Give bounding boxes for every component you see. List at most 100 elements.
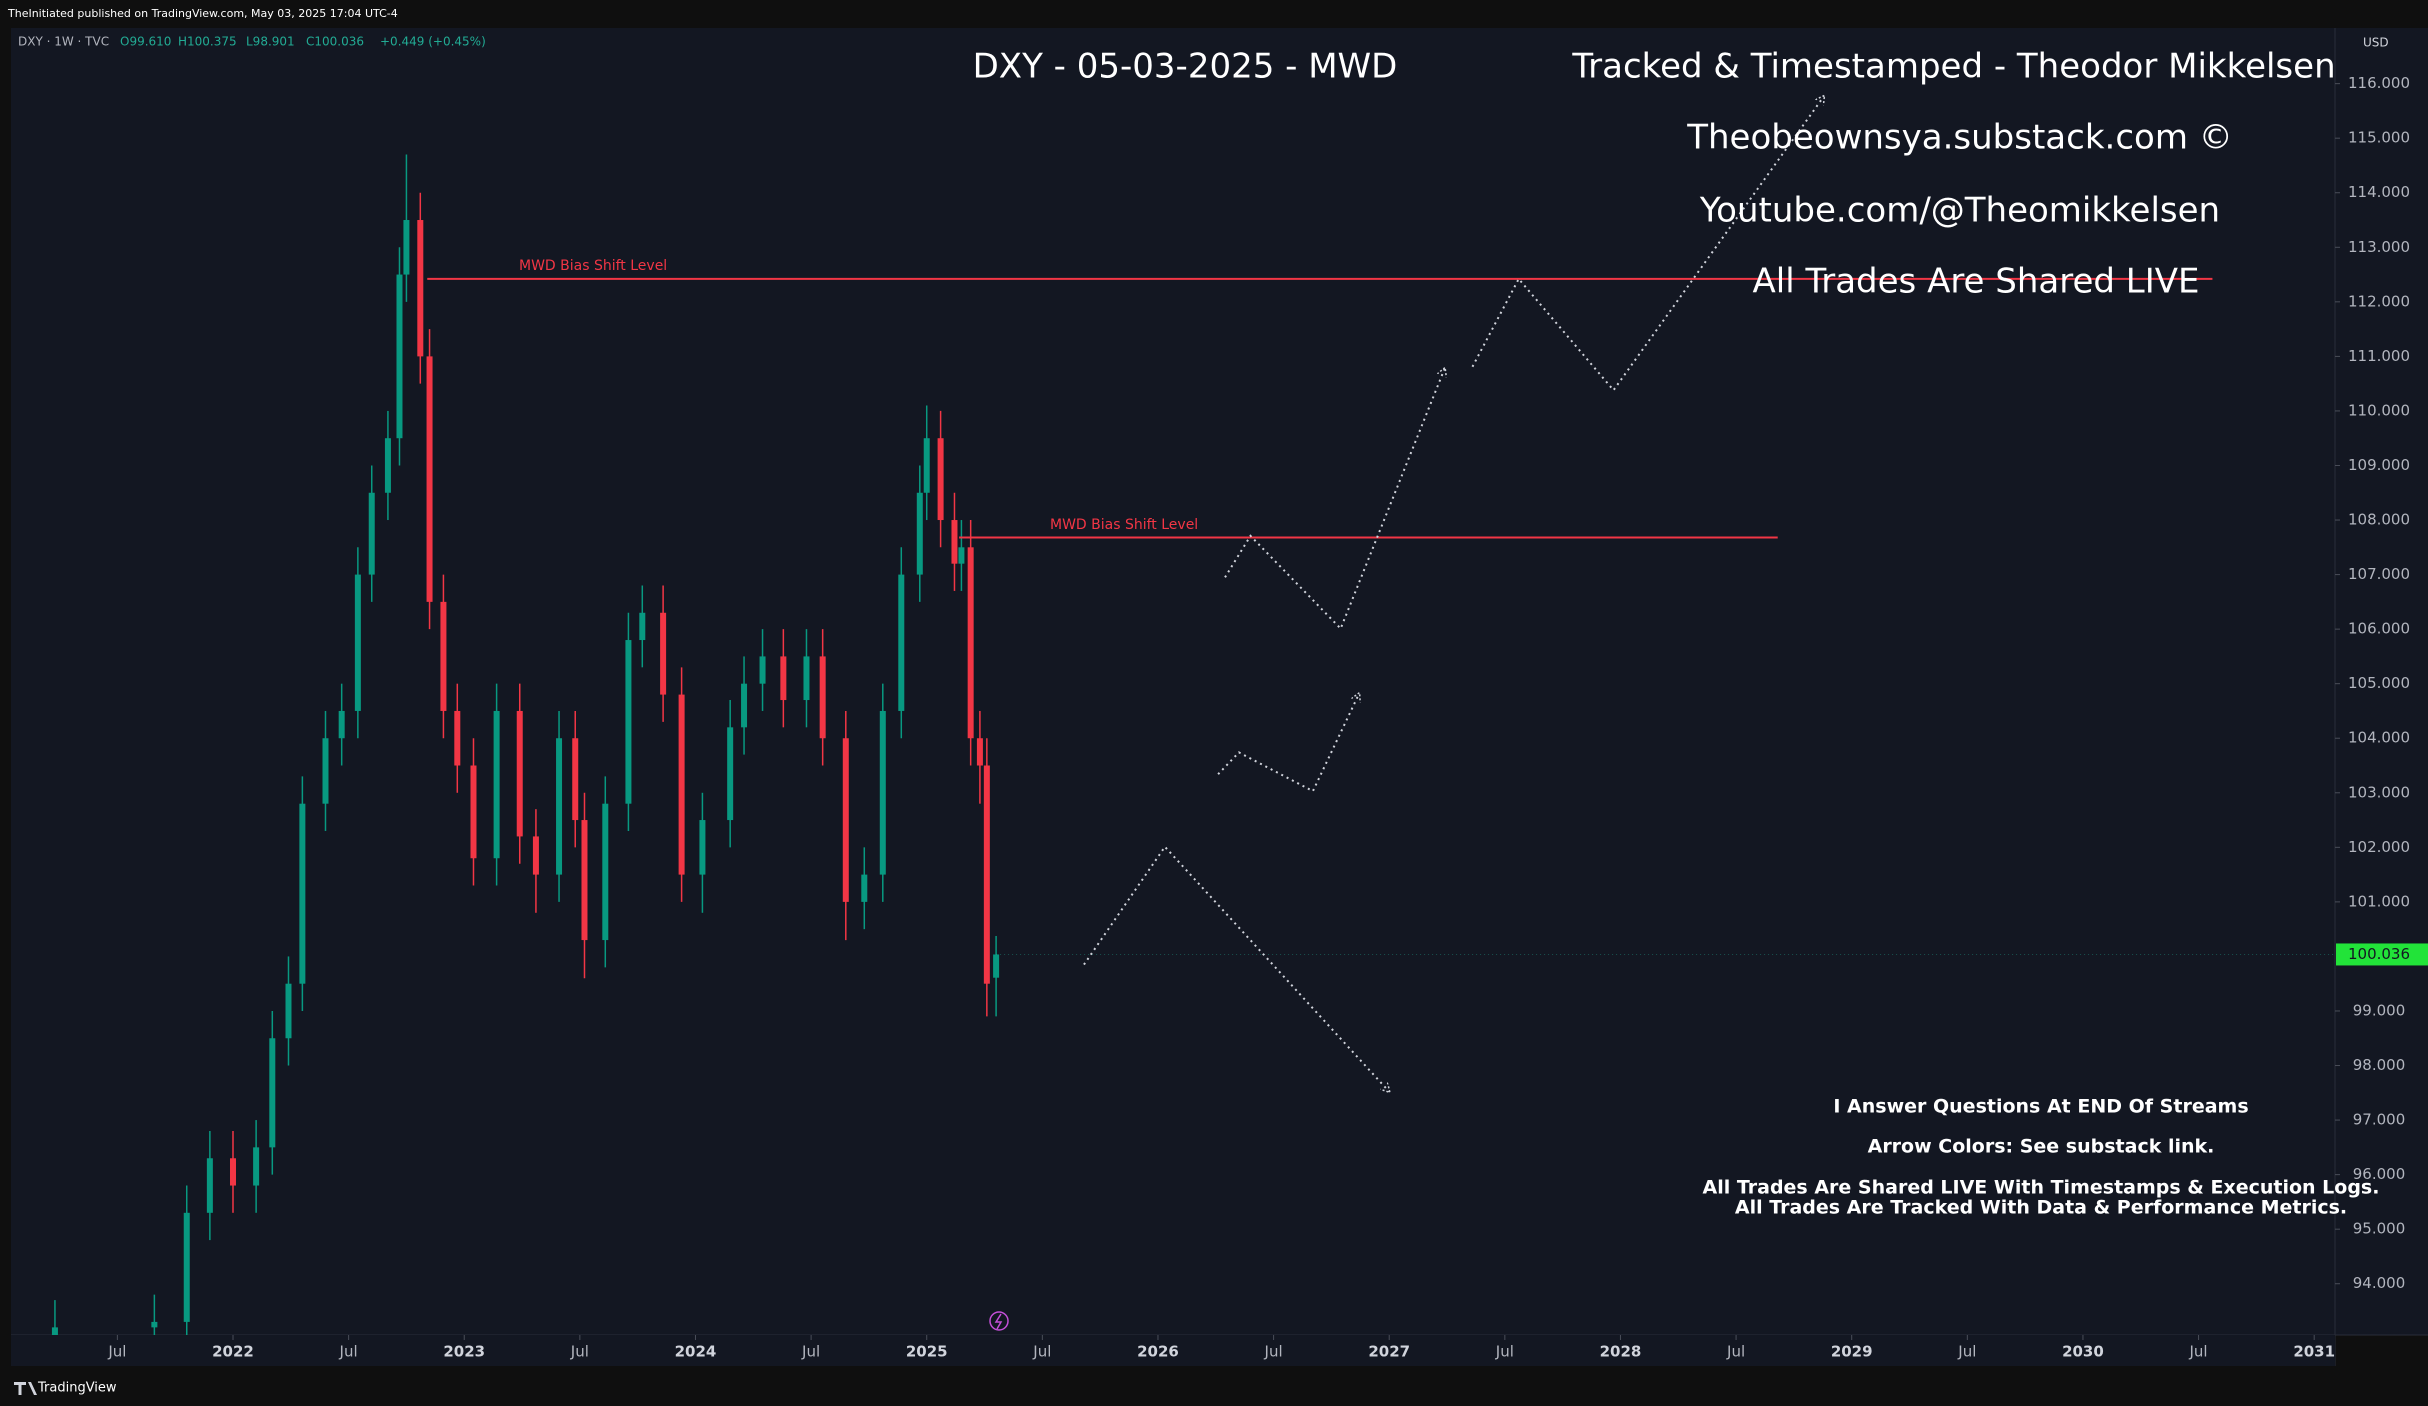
y-tick-label: 114.000: [2348, 183, 2410, 201]
candle-body: [322, 738, 329, 804]
candle-body: [183, 1212, 190, 1322]
y-tick-label: 107.000: [2348, 565, 2410, 583]
last-price-label: 100.036: [2348, 945, 2410, 963]
annotation: All Trades Are Tracked With Data & Perfo…: [1735, 1197, 2347, 1219]
x-tick-label: 2025: [906, 1343, 948, 1361]
x-tick-label: Jul: [1726, 1343, 1745, 1361]
y-tick-label: 101.000: [2348, 892, 2410, 910]
annotation: All Trades Are Shared LIVE With Timestam…: [1703, 1177, 2380, 1199]
x-tick-label: 2029: [1831, 1343, 1873, 1361]
annotation: Theobeownsya.substack.com ©: [1686, 118, 2233, 158]
x-tick-label: 2028: [1600, 1343, 1642, 1361]
x-tick-label: Jul: [107, 1343, 126, 1361]
candle-body: [898, 574, 905, 711]
x-tick-label: 2026: [1137, 1343, 1179, 1361]
candle-body: [440, 601, 447, 711]
y-tick-label: 112.000: [2348, 292, 2410, 310]
candle-body: [426, 356, 433, 602]
logo: [14, 1382, 37, 1395]
candle-body: [581, 820, 588, 941]
y-tick-label: 99.000: [2353, 1001, 2406, 1019]
plot: [51, 96, 2335, 1335]
y-tick-label: 109.000: [2348, 456, 2410, 474]
event-icon-bolt: [994, 1313, 1003, 1330]
time-axis: [11, 1335, 2335, 1366]
y-tick-label: 103.000: [2348, 783, 2410, 801]
ohlc-legend: H100.375: [178, 35, 237, 49]
x-tick-label: Jul: [1032, 1343, 1051, 1361]
candle-body: [338, 710, 345, 739]
candle-body: [470, 765, 477, 859]
candle-body: [803, 656, 810, 701]
candle-body: [819, 656, 826, 739]
publisher-text: TheInitiated published on TradingView.co…: [7, 7, 398, 20]
last-price-tag: [2336, 943, 2428, 966]
candle-body: [639, 612, 646, 641]
x-tick-label: Jul: [339, 1343, 358, 1361]
candle-body: [493, 710, 500, 859]
candle-body: [368, 492, 375, 575]
candle-body: [253, 1147, 260, 1186]
annotation: Arrow Colors: See substack link.: [1868, 1136, 2215, 1158]
candle-body: [51, 1327, 58, 1335]
candle-body: [396, 274, 403, 439]
candle-body: [879, 710, 886, 875]
x-tick-label: 2030: [2062, 1343, 2104, 1361]
y-tick-label: 113.000: [2348, 238, 2410, 256]
candle-body: [516, 710, 523, 837]
projection-path: [1224, 368, 1445, 631]
projection-path: [1471, 96, 1823, 392]
symbol-info: DXY · 1W · TVC: [18, 35, 109, 49]
x-tick-label: Jul: [1495, 1343, 1514, 1361]
candle-body: [285, 983, 292, 1039]
candle-body: [454, 710, 461, 766]
y-tick-label: 104.000: [2348, 729, 2410, 747]
candle-body: [384, 438, 391, 493]
x-tick-label: 2027: [1368, 1343, 1410, 1361]
candle-body: [556, 738, 563, 875]
y-tick-label: 96.000: [2353, 1165, 2406, 1183]
candle-body: [151, 1321, 158, 1328]
candle-body: [532, 836, 539, 875]
candle-body: [842, 738, 849, 902]
annotation: Youtube.com/@Theomikkelsen: [1699, 191, 2220, 231]
x-tick-label: Jul: [570, 1343, 589, 1361]
y-tick-label: 111.000: [2348, 347, 2410, 365]
candle-body: [983, 765, 990, 984]
candle-body: [660, 612, 667, 695]
ohlc-legend: L98.901: [246, 35, 295, 49]
ohlc-legend: O99.610: [120, 35, 171, 49]
candle-body: [976, 738, 983, 766]
ohlc-legend: +0.449 (+0.45%): [380, 35, 486, 49]
currency: USD: [2363, 36, 2389, 50]
x-tick-label: Jul: [1957, 1343, 1976, 1361]
event-icon[interactable]: [989, 1311, 1009, 1331]
candle-body: [923, 438, 930, 493]
footer: TradingView: [37, 1381, 117, 1396]
candle-body: [699, 820, 706, 875]
y-tick-label: 105.000: [2348, 674, 2410, 692]
candle-body: [602, 803, 609, 941]
x-tick-label: 2022: [212, 1343, 254, 1361]
y-tick-label: 115.000: [2348, 129, 2410, 147]
bias-level-label: MWD Bias Shift Level: [519, 258, 667, 274]
candle-body: [403, 220, 410, 275]
candle-body: [229, 1158, 236, 1186]
y-tick-label: 116.000: [2348, 74, 2410, 92]
candle-body: [759, 656, 766, 684]
candle-body: [861, 874, 868, 902]
candle-body: [958, 547, 965, 564]
candle-body: [967, 547, 974, 739]
y-tick-label: 102.000: [2348, 838, 2410, 856]
top-bar: [0, 0, 2428, 28]
plot-area: [11, 28, 2335, 1335]
price-axis: [2335, 28, 2428, 1335]
y-tick-label: 97.000: [2353, 1111, 2406, 1129]
candle-body: [678, 694, 685, 875]
candle-body: [299, 803, 306, 984]
y-tick-label: 98.000: [2353, 1056, 2406, 1074]
candle-body: [417, 220, 424, 357]
annotation: I Answer Questions At END Of Streams: [1833, 1096, 2248, 1118]
y-tick-label: 95.000: [2353, 1220, 2406, 1238]
candle-body: [993, 954, 1000, 978]
